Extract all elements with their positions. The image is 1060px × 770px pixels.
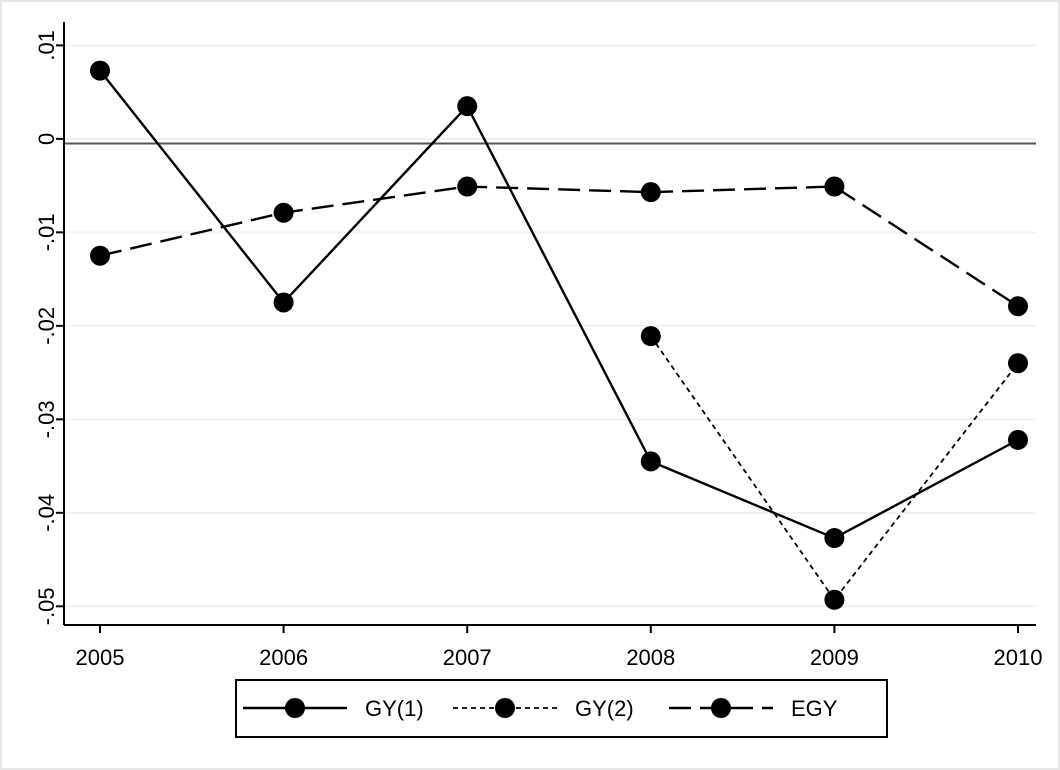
- legend-label: GY(1): [365, 696, 424, 721]
- data-point: [824, 528, 845, 549]
- y-tick-label: -.03: [34, 400, 59, 438]
- legend: GY(1) GY(2) EGY: [235, 679, 888, 738]
- x-tick-label: 2006: [259, 645, 308, 670]
- data-point: [824, 176, 845, 197]
- data-point: [640, 326, 661, 347]
- y-tick-label: -.05: [34, 587, 59, 625]
- series-group: [90, 60, 1028, 549]
- y-tick-label: -.01: [34, 213, 59, 251]
- data-point: [273, 292, 294, 313]
- x-tick-label: 2009: [810, 645, 859, 670]
- series-line: [99, 69, 1019, 540]
- x-tick-label: 2005: [76, 645, 125, 670]
- legend-box: [235, 679, 888, 738]
- y-axis-ticks: .01 0 -.01 -.02 -.03 -.04 -.05: [34, 30, 64, 625]
- legend-item: GY(2): [453, 696, 634, 721]
- legend-label: GY(2): [575, 696, 634, 721]
- data-point: [90, 245, 110, 266]
- legend-marker: [495, 698, 515, 718]
- x-axis-ticks: 2005 2006 2007 2008 2009 2010: [76, 625, 1043, 670]
- grid-lines: [64, 44, 1036, 608]
- data-point: [273, 202, 294, 223]
- legend-marker: [711, 698, 731, 718]
- x-tick-label: 2008: [626, 645, 675, 670]
- y-tick-label: -.04: [34, 494, 59, 532]
- data-point: [1008, 296, 1028, 317]
- data-point: [640, 451, 661, 472]
- y-tick-label: .01: [34, 30, 59, 61]
- data-point: [1008, 429, 1028, 450]
- x-tick-label: 2010: [994, 645, 1043, 670]
- x-tick-label: 2007: [443, 645, 492, 670]
- data-point: [457, 176, 478, 197]
- axes: [63, 22, 1036, 626]
- data-point: [1008, 353, 1028, 374]
- legend-item: GY(1): [243, 696, 424, 721]
- data-point: [457, 96, 478, 117]
- y-tick-label: 0: [34, 133, 59, 145]
- data-point: [824, 589, 845, 610]
- data-point: [640, 182, 661, 203]
- y-tick-label: -.02: [34, 307, 59, 345]
- legend-item: EGY: [669, 696, 838, 721]
- legend-label: EGY: [791, 696, 838, 721]
- data-point: [90, 60, 110, 81]
- legend-items: GY(1) GY(2) EGY: [243, 696, 838, 721]
- plot-area: [64, 22, 1036, 625]
- series-group: [90, 176, 1028, 317]
- legend-marker: [285, 698, 305, 718]
- series-group: [640, 326, 1028, 610]
- series-line: [99, 185, 1019, 308]
- series: [90, 60, 1028, 610]
